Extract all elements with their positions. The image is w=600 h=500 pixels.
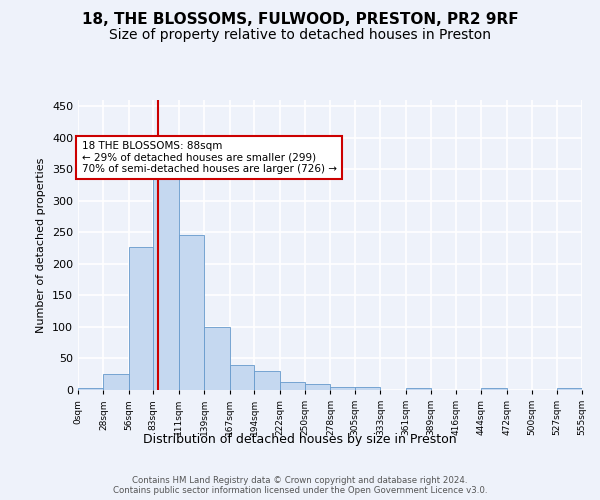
Text: 18 THE BLOSSOMS: 88sqm
← 29% of detached houses are smaller (299)
70% of semi-de: 18 THE BLOSSOMS: 88sqm ← 29% of detached… — [82, 141, 337, 174]
Bar — [154, 171, 179, 390]
Bar — [179, 235, 204, 390]
Bar — [305, 384, 331, 390]
Bar — [557, 388, 582, 390]
Bar — [406, 388, 431, 390]
Text: Distribution of detached houses by size in Preston: Distribution of detached houses by size … — [143, 432, 457, 446]
Bar — [280, 382, 305, 390]
Y-axis label: Number of detached properties: Number of detached properties — [37, 158, 46, 332]
Bar — [331, 388, 355, 390]
Bar — [481, 388, 506, 390]
Bar — [204, 327, 230, 390]
Text: Size of property relative to detached houses in Preston: Size of property relative to detached ho… — [109, 28, 491, 42]
Text: Contains HM Land Registry data © Crown copyright and database right 2024.
Contai: Contains HM Land Registry data © Crown c… — [113, 476, 487, 495]
Bar — [254, 371, 280, 390]
Bar — [355, 388, 380, 390]
Bar — [230, 365, 254, 390]
Bar — [103, 374, 129, 390]
Bar — [78, 388, 103, 390]
Bar — [129, 247, 154, 390]
Text: 18, THE BLOSSOMS, FULWOOD, PRESTON, PR2 9RF: 18, THE BLOSSOMS, FULWOOD, PRESTON, PR2 … — [82, 12, 518, 28]
